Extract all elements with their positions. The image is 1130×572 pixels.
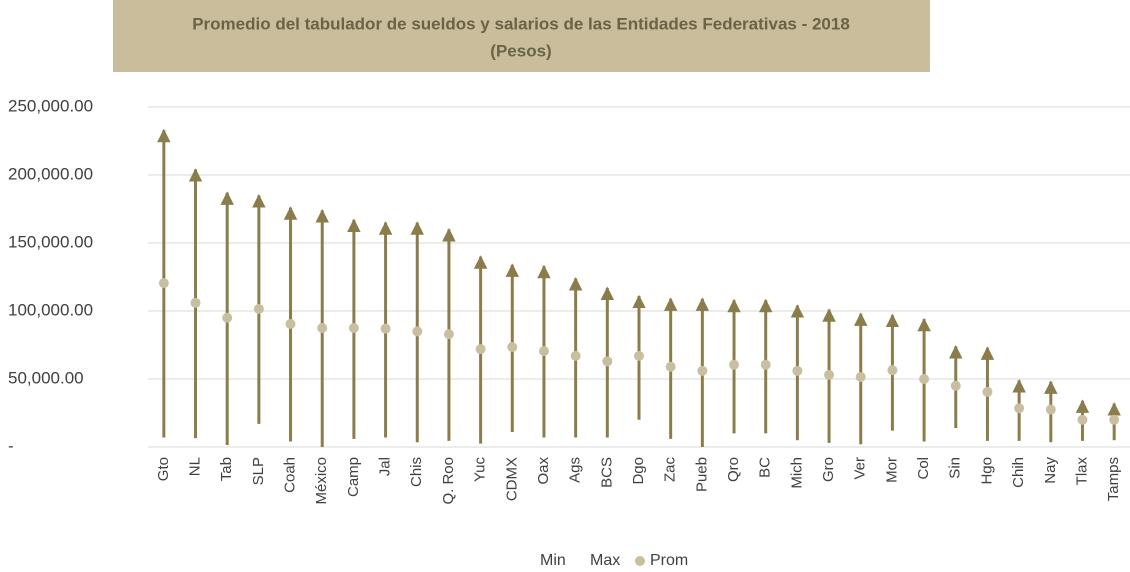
prom-dot [190, 297, 201, 308]
x-tick-label: Yuc [472, 457, 489, 483]
x-tick-label: SLP [250, 457, 267, 485]
x-tick-label: Chis [408, 457, 425, 487]
y-tick-label: 100,000.00 [8, 300, 93, 319]
legend-label: Min [540, 552, 566, 569]
prom-dot [412, 326, 423, 337]
prom-dot [570, 350, 581, 361]
x-tick-label: Pueb [693, 457, 710, 492]
x-tick-label: Gro [820, 457, 837, 482]
x-tick-label: Col [915, 457, 932, 480]
prom-dot [538, 346, 549, 357]
x-tick-label: Coah [282, 457, 299, 493]
x-tick-label: Chih [1010, 457, 1027, 488]
x-tick-label: Oax [535, 457, 552, 485]
prom-dot [697, 365, 708, 376]
x-tick-label: Mich [788, 457, 805, 489]
x-tick-label: Ver [852, 457, 869, 480]
prom-dot [665, 361, 676, 372]
x-tick-label: Zac [662, 457, 679, 483]
chart-title: Promedio del tabulador de sueldos y sala… [192, 14, 850, 33]
x-tick-label: México [313, 457, 330, 505]
chart-subtitle: (Pesos) [490, 41, 551, 60]
x-tick-label: Camp [345, 457, 362, 497]
legend-marker [635, 556, 645, 566]
x-tick-label: CDMX [503, 457, 520, 501]
y-tick-label: 50,000.00 [8, 368, 84, 387]
y-tick-label: - [8, 436, 14, 455]
prom-dot [760, 359, 771, 370]
prom-dot [475, 344, 486, 355]
prom-dot [380, 323, 391, 334]
x-tick-label: Jal [377, 457, 394, 476]
x-tick-label: Dgo [630, 457, 647, 485]
prom-dot [1014, 403, 1025, 414]
y-tick-label: 250,000.00 [8, 96, 93, 115]
x-tick-label: Gto [155, 457, 172, 481]
x-tick-label: Tab [218, 457, 235, 481]
prom-dot [222, 312, 233, 323]
x-tick-label: Qro [725, 457, 742, 482]
legend-label: Max [590, 552, 620, 569]
prom-dot [158, 278, 169, 289]
y-tick-label: 150,000.00 [8, 232, 93, 251]
x-tick-label: Tamps [1105, 457, 1122, 501]
prom-dot [602, 356, 613, 367]
prom-dot [348, 323, 359, 333]
title-box [113, 0, 930, 72]
prom-dot [634, 350, 644, 361]
prom-dot [950, 380, 961, 391]
prom-dot [982, 386, 993, 397]
prom-dot [1109, 414, 1120, 425]
y-tick-label: 200,000.00 [8, 164, 93, 183]
prom-dot [507, 342, 518, 353]
prom-dot [855, 371, 866, 382]
prom-dot [317, 323, 328, 333]
x-tick-label: Sin [947, 457, 964, 479]
prom-dot [729, 359, 740, 370]
x-tick-label: Mor [883, 457, 900, 483]
x-tick-label: Hgo [978, 457, 995, 485]
x-tick-label: BCS [598, 457, 615, 488]
prom-dot [1077, 414, 1088, 425]
x-tick-label: NL [186, 457, 203, 476]
x-tick-label: Ags [567, 457, 584, 483]
prom-dot [919, 374, 930, 384]
prom-dot [1045, 404, 1056, 415]
prom-dot [887, 365, 898, 376]
prom-dot [285, 318, 296, 329]
prom-dot [443, 329, 454, 340]
x-tick-label: BC [757, 457, 774, 478]
prom-dot [253, 303, 264, 314]
x-tick-label: Tlax [1073, 457, 1090, 486]
prom-dot [824, 369, 835, 380]
prom-dot [792, 365, 803, 376]
legend-label: Prom [650, 552, 688, 569]
x-tick-label: Q. Roo [440, 457, 457, 505]
x-tick-label: Nay [1042, 457, 1059, 484]
